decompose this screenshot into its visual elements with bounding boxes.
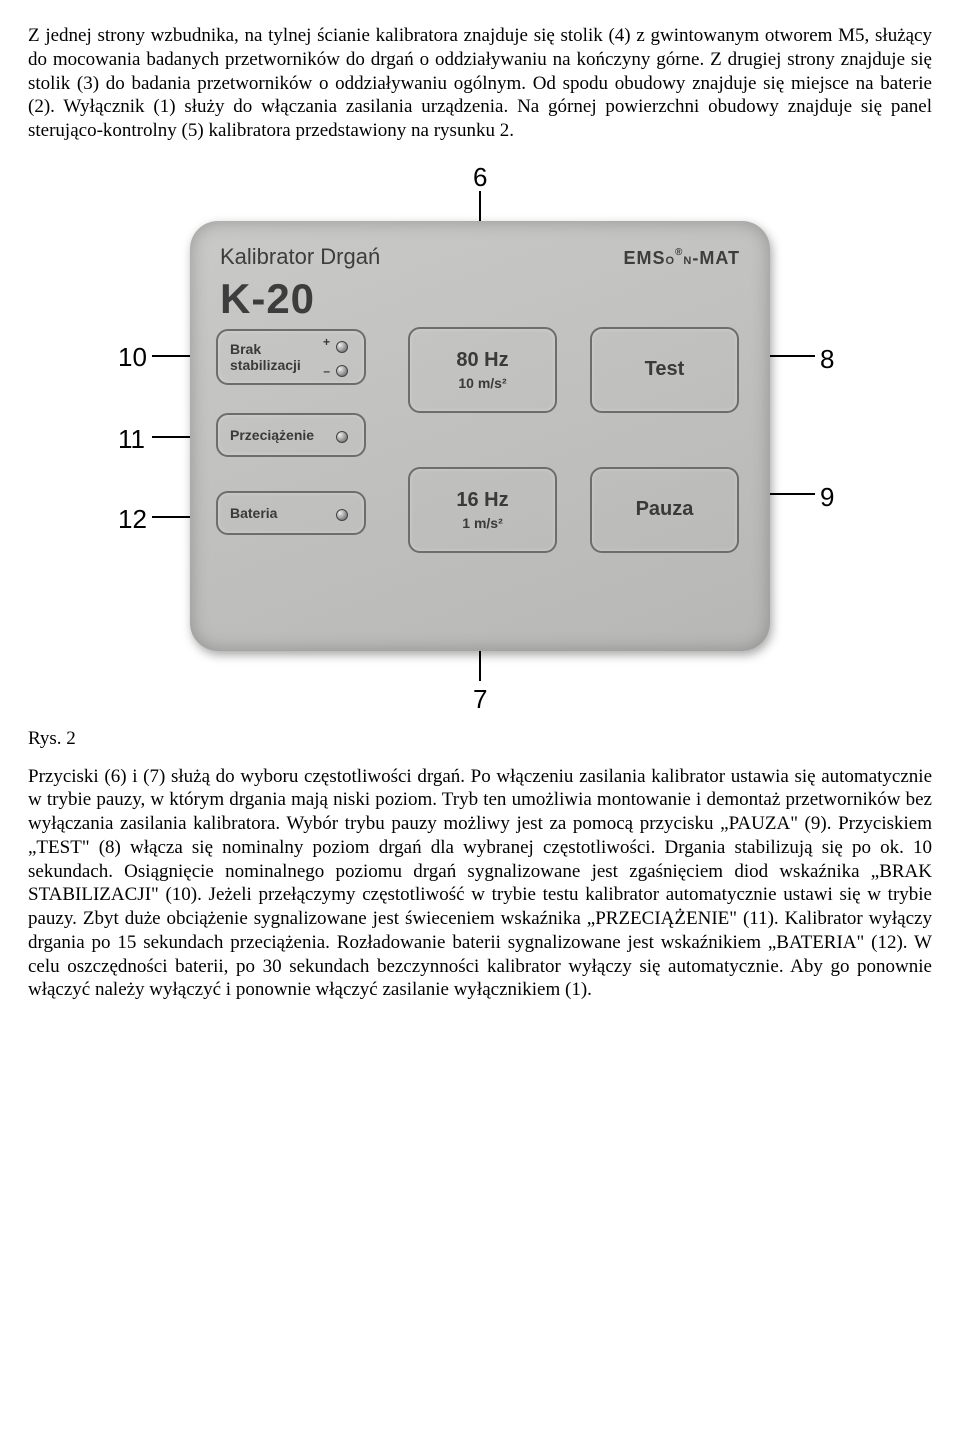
plus-label: +: [323, 335, 330, 350]
button-test[interactable]: Test: [590, 327, 739, 413]
status-bateria: Bateria: [216, 491, 366, 535]
status-przeciazenie: Przeciążenie: [216, 413, 366, 457]
description-paragraph: Przyciski (6) i (7) służą do wyboru częs…: [28, 765, 932, 1003]
intro-paragraph: Z jednej strony wzbudnika, na tylnej ści…: [28, 24, 932, 143]
callout-6: 6: [473, 161, 487, 194]
led-plus: [336, 341, 348, 353]
label-bat: Bateria: [222, 505, 372, 521]
callout-9: 9: [820, 481, 834, 514]
button-pauza[interactable]: Pauza: [590, 467, 739, 553]
label-16hz-ms: 1 m/s²: [462, 515, 502, 533]
label-przec: Przeciążenie: [222, 427, 372, 443]
control-panel: Kalibrator Drgań K-20 EMSO®N-MAT Brak st…: [190, 221, 770, 651]
led-minus: [336, 365, 348, 377]
status-brak-stabilizacji: Brak stabilizacji + –: [216, 329, 366, 385]
label-pauza: Pauza: [636, 497, 694, 522]
label-brak: Brak stabilizacji: [222, 341, 372, 373]
label-test: Test: [645, 357, 685, 382]
callout-12: 12: [118, 503, 147, 536]
label-80hz: 80 Hz: [456, 348, 508, 373]
button-80hz[interactable]: 80 Hz 10 m/s²: [408, 327, 557, 413]
callout-7: 7: [473, 683, 487, 716]
label-80hz-ms: 10 m/s²: [458, 375, 506, 393]
led-przec: [336, 431, 348, 443]
label-16hz: 16 Hz: [456, 488, 508, 513]
panel-title: Kalibrator Drgań: [220, 243, 380, 271]
figure-caption: Rys. 2: [28, 727, 932, 751]
callout-11: 11: [118, 423, 145, 456]
figure-2: 6 7 8 9 10 11 12 Kalibrator Drgań K-20 E…: [70, 161, 890, 721]
minus-label: –: [323, 364, 330, 379]
callout-10: 10: [118, 341, 147, 374]
panel-model: K-20: [220, 273, 315, 326]
button-16hz[interactable]: 16 Hz 1 m/s²: [408, 467, 557, 553]
callout-8: 8: [820, 343, 834, 376]
led-bat: [336, 509, 348, 521]
panel-brand: EMSO®N-MAT: [623, 247, 740, 270]
